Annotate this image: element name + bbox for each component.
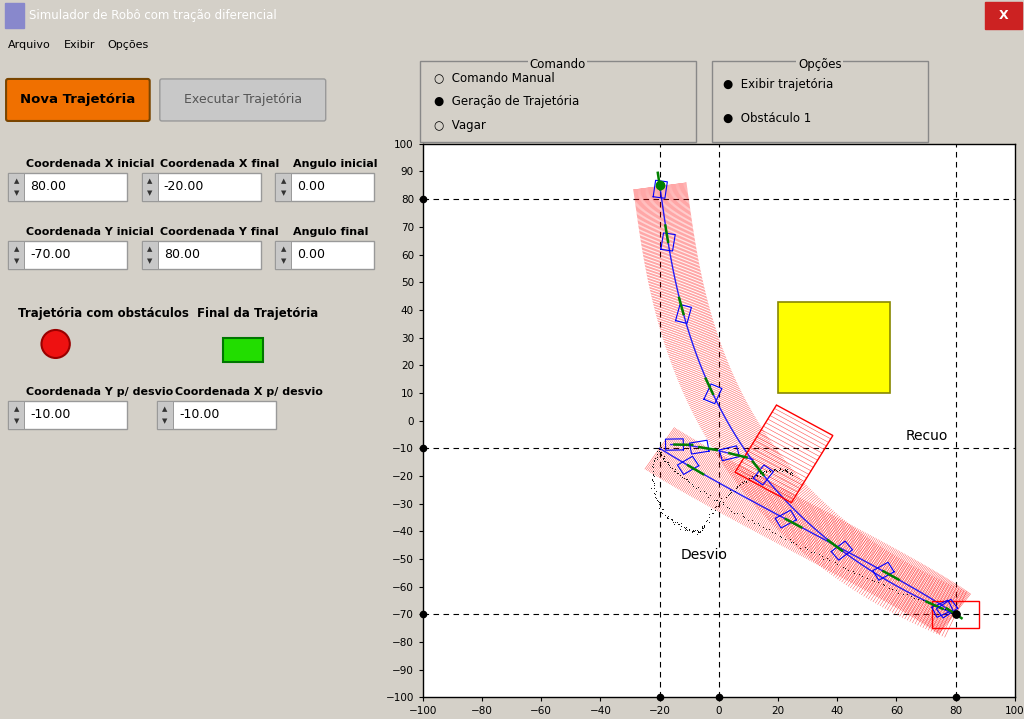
Text: ▼: ▼ bbox=[162, 418, 168, 424]
Text: ▼: ▼ bbox=[13, 190, 18, 196]
Text: ▲: ▲ bbox=[281, 178, 286, 184]
Text: ▼: ▼ bbox=[281, 258, 286, 264]
Text: ▲: ▲ bbox=[13, 178, 18, 184]
Bar bbox=[932, 600, 979, 628]
Text: ○  Comando Manual: ○ Comando Manual bbox=[434, 71, 554, 84]
Bar bbox=[8, 241, 127, 269]
Text: Coordenada Y inicial: Coordenada Y inicial bbox=[27, 227, 154, 237]
Text: ●  Exibir trajetória: ● Exibir trajetória bbox=[723, 78, 834, 91]
Text: -10.00: -10.00 bbox=[31, 408, 71, 421]
Text: Arquivo: Arquivo bbox=[8, 40, 51, 50]
Bar bbox=[275, 241, 291, 269]
Text: Nova Trajetória: Nova Trajetória bbox=[20, 93, 135, 106]
Bar bbox=[141, 173, 261, 201]
Text: ▼: ▼ bbox=[13, 418, 18, 424]
Text: -10.00: -10.00 bbox=[179, 408, 219, 421]
Bar bbox=[157, 401, 276, 429]
Bar bbox=[5, 3, 24, 28]
Text: ▼: ▼ bbox=[147, 190, 153, 196]
Bar bbox=[8, 173, 127, 201]
Bar bbox=[157, 401, 173, 429]
Text: ▲: ▲ bbox=[147, 178, 153, 184]
Text: Coordenada X inicial: Coordenada X inicial bbox=[27, 159, 155, 169]
Bar bbox=[141, 173, 158, 201]
Text: ▲: ▲ bbox=[281, 246, 286, 252]
Bar bbox=[275, 241, 374, 269]
Bar bbox=[275, 173, 374, 201]
Text: ▼: ▼ bbox=[281, 190, 286, 196]
Text: Recuo: Recuo bbox=[905, 429, 947, 443]
Text: ▲: ▲ bbox=[147, 246, 153, 252]
Text: -70.00: -70.00 bbox=[31, 249, 71, 262]
Text: Coordenada X final: Coordenada X final bbox=[160, 159, 280, 169]
Text: ○  Vagar: ○ Vagar bbox=[434, 119, 485, 132]
Text: Exibir: Exibir bbox=[63, 40, 95, 50]
Text: ●  Geração de Trajetória: ● Geração de Trajetória bbox=[434, 95, 579, 108]
FancyBboxPatch shape bbox=[160, 79, 326, 121]
Bar bbox=[222, 338, 263, 362]
Bar bbox=[141, 241, 261, 269]
Text: ▼: ▼ bbox=[147, 258, 153, 264]
Text: Angulo final: Angulo final bbox=[293, 227, 369, 237]
Text: ▲: ▲ bbox=[162, 406, 168, 412]
Text: Opções: Opções bbox=[798, 58, 842, 71]
Text: Angulo inicial: Angulo inicial bbox=[293, 159, 378, 169]
Text: ●  Obstáculo 1: ● Obstáculo 1 bbox=[723, 112, 811, 125]
Text: 80.00: 80.00 bbox=[164, 249, 200, 262]
Text: ▲: ▲ bbox=[13, 406, 18, 412]
Text: ▼: ▼ bbox=[13, 258, 18, 264]
Text: Coordenada X p/ desvio: Coordenada X p/ desvio bbox=[175, 387, 323, 397]
Bar bbox=[141, 241, 158, 269]
Circle shape bbox=[41, 330, 70, 358]
Text: Opções: Opções bbox=[108, 40, 148, 50]
Text: Coordenada Y p/ desvio: Coordenada Y p/ desvio bbox=[27, 387, 173, 397]
Text: Desvio: Desvio bbox=[680, 548, 727, 562]
Text: 0.00: 0.00 bbox=[297, 249, 326, 262]
Bar bbox=[778, 301, 891, 393]
Text: Simulador de Robô com tração diferencial: Simulador de Robô com tração diferencial bbox=[29, 9, 276, 22]
FancyBboxPatch shape bbox=[6, 79, 150, 121]
Bar bbox=[8, 173, 25, 201]
Text: Final da Trajetória: Final da Trajetória bbox=[198, 307, 318, 320]
Text: Coordenada Y final: Coordenada Y final bbox=[160, 227, 279, 237]
Text: -20.00: -20.00 bbox=[164, 180, 204, 193]
Text: Trajetória com obstáculos: Trajetória com obstáculos bbox=[18, 307, 189, 320]
Text: Comando: Comando bbox=[529, 58, 586, 71]
Bar bbox=[275, 173, 291, 201]
Bar bbox=[985, 1, 1022, 29]
Bar bbox=[8, 401, 25, 429]
Bar bbox=[8, 401, 127, 429]
Text: Executar Trajetória: Executar Trajetória bbox=[183, 93, 302, 106]
Text: 0.00: 0.00 bbox=[297, 180, 326, 193]
Bar bbox=[8, 241, 25, 269]
Text: X: X bbox=[998, 9, 1009, 22]
Text: 80.00: 80.00 bbox=[31, 180, 67, 193]
Text: ▲: ▲ bbox=[13, 246, 18, 252]
